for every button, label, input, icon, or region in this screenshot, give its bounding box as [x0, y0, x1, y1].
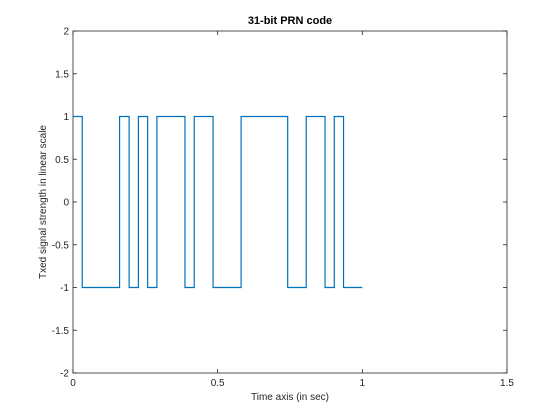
y-tick-label: 1.5: [55, 69, 69, 80]
y-axis-label: Txed signal strength in linear scale: [38, 125, 49, 279]
y-tick-label: -1.5: [52, 326, 70, 337]
y-tick-label: -1: [60, 283, 69, 294]
series-line: [73, 115, 363, 289]
y-tick-label: 2: [63, 27, 69, 38]
series-layer: [73, 115, 363, 289]
plot-frame: [72, 30, 508, 374]
x-tick-label: 1: [360, 378, 366, 389]
y-tick-label: -2: [60, 369, 69, 380]
x-tick-label: 0.5: [211, 378, 225, 389]
plot-area: [73, 31, 507, 373]
y-tick-label: 0.5: [55, 155, 69, 166]
chart-title: 31-bit PRN code: [248, 15, 332, 27]
y-tick-label: -0.5: [52, 240, 70, 251]
x-axis-label: Time axis (in sec): [251, 392, 329, 403]
y-tick-label: 0: [63, 198, 69, 209]
y-tick-label: 1: [63, 112, 69, 123]
x-tick-label: 0: [70, 378, 76, 389]
x-tick-label: 1.5: [500, 378, 514, 389]
